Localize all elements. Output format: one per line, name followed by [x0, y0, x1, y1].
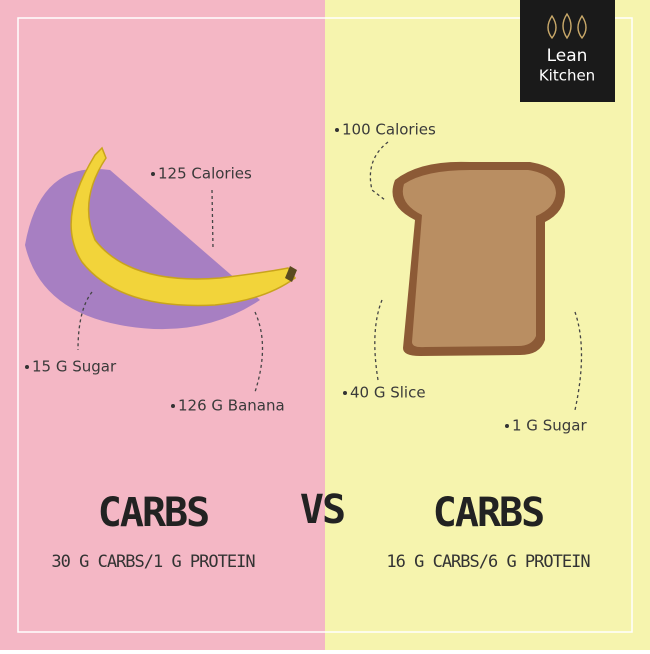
logo-box — [520, 0, 615, 102]
left-heading: CARBS — [98, 490, 208, 536]
left-subheading: 30 G CARBS/1 G PROTEIN — [51, 552, 255, 572]
bullet — [25, 365, 29, 369]
label: 40 G Slice — [350, 384, 426, 402]
right-heading: CARBS — [433, 490, 543, 536]
bullet — [343, 391, 347, 395]
bullet — [505, 424, 509, 428]
leader — [574, 311, 583, 411]
leader — [211, 189, 214, 249]
banana — [70, 146, 297, 307]
bread-crumb — [402, 170, 556, 348]
bullet — [171, 404, 175, 408]
bullet — [151, 172, 155, 176]
frame — [17, 17, 633, 633]
banana-tip — [285, 266, 297, 282]
leader — [254, 311, 264, 393]
bullet — [335, 128, 339, 132]
logo-line1: Lean — [547, 46, 588, 66]
leader — [77, 291, 93, 351]
logo-line2: Kitchen — [539, 67, 595, 85]
label: 126 G Banana — [178, 397, 285, 415]
leader — [374, 299, 383, 381]
label: 15 G Sugar — [32, 358, 117, 376]
label: 125 Calories — [158, 165, 252, 183]
vs: VS — [300, 487, 344, 533]
label: 100 Calories — [342, 121, 436, 139]
logo-leaves — [547, 12, 587, 40]
label: 1 G Sugar — [512, 417, 587, 435]
right-subheading: 16 G CARBS/6 G PROTEIN — [386, 552, 590, 572]
